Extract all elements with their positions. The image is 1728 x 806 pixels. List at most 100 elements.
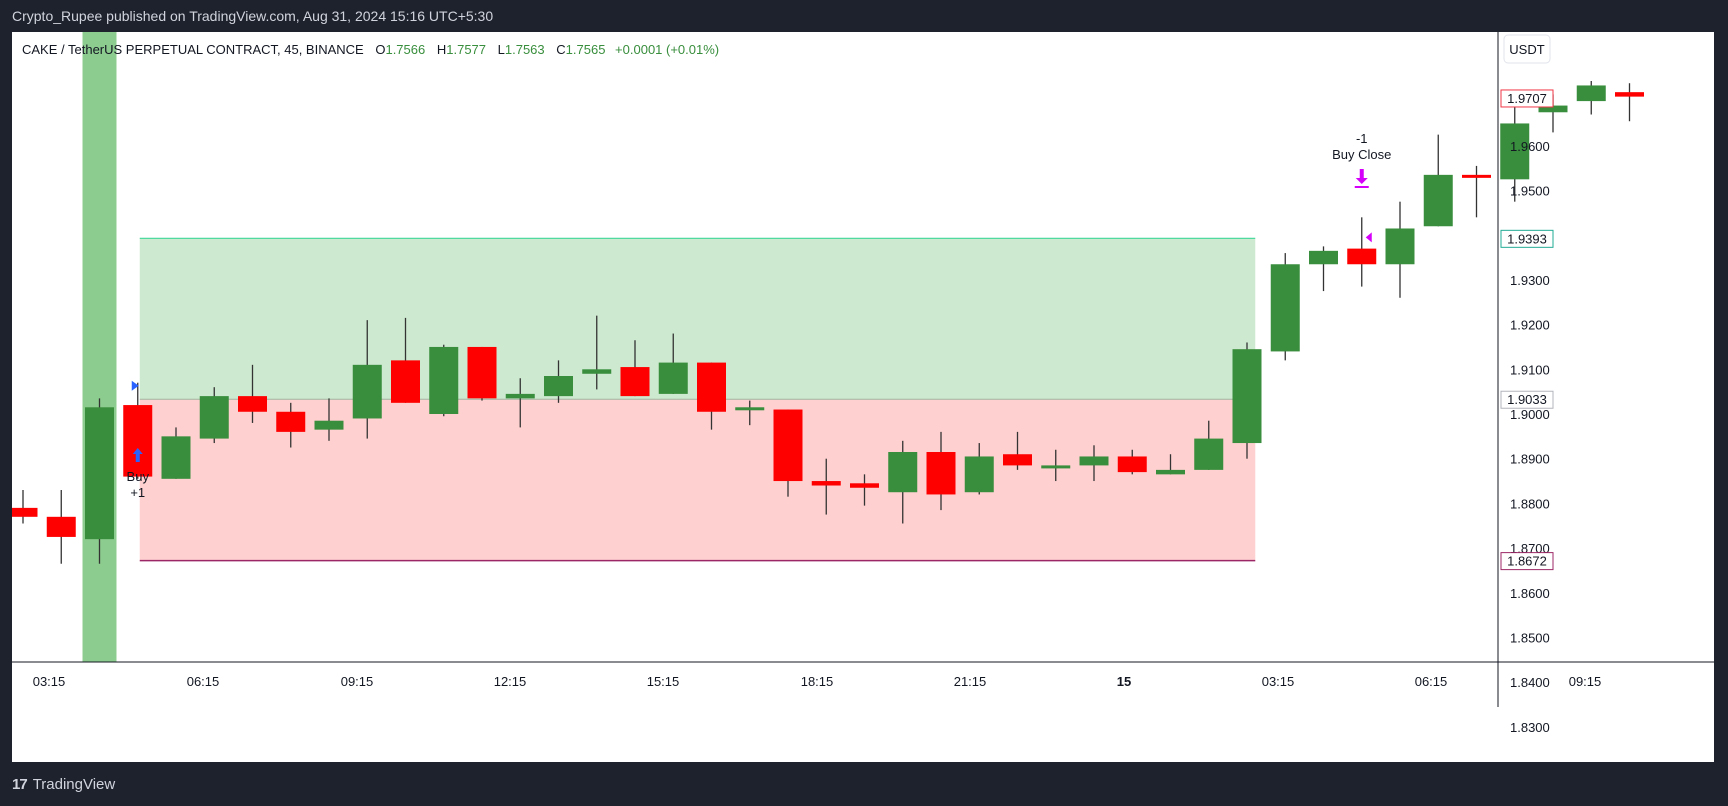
candle [1462, 165, 1491, 218]
candle [658, 333, 688, 394]
price-badge-value: 1.9033 [1507, 392, 1547, 407]
candle [85, 398, 114, 564]
time-tick: 15 [1117, 674, 1131, 689]
buy-arrow-icon [132, 448, 143, 462]
candle [773, 409, 803, 497]
price-tick: 1.8300 [1510, 720, 1550, 735]
high-value: 1.7577 [446, 42, 487, 57]
candle [582, 315, 612, 390]
candle [352, 320, 382, 439]
candle [1194, 420, 1224, 470]
entry-marker-icon [131, 380, 139, 391]
candle [1232, 342, 1262, 459]
candle [199, 387, 229, 444]
time-tick: 21:15 [954, 674, 987, 689]
candle [1270, 253, 1300, 361]
price-tick: 1.8800 [1510, 496, 1550, 511]
time-tick: 06:15 [187, 674, 220, 689]
price-badge-value: 1.9393 [1507, 231, 1547, 246]
price-badge-value: 1.8672 [1507, 554, 1547, 569]
close-label: C [556, 42, 566, 57]
time-tick: 03:15 [33, 674, 66, 689]
price-tick: 1.8900 [1510, 452, 1550, 467]
candle [1079, 445, 1109, 482]
price-tick: 1.9500 [1510, 184, 1550, 199]
price-tick: 1.9600 [1510, 139, 1550, 154]
close-value: 1.7565 [565, 42, 606, 57]
candle [46, 489, 76, 564]
candle [12, 489, 38, 524]
brand-name: TradingView [32, 776, 116, 793]
candle [850, 474, 879, 506]
loss-zone[interactable] [139, 399, 1256, 561]
candle [1423, 134, 1453, 227]
price-badge [1500, 89, 1554, 108]
exit-marker-icon [1365, 232, 1372, 243]
candle [964, 443, 994, 495]
price-tick: 1.8600 [1510, 586, 1550, 601]
change-value: +0.0001 (+0.01%) [615, 42, 720, 57]
candle [888, 440, 918, 524]
candle [620, 340, 650, 397]
time-tick: 09:15 [1569, 674, 1602, 689]
chart-frame[interactable]: CAKE / TetherUS PERPETUAL CONTRACT, 45, … [12, 32, 1714, 762]
low-label: L [497, 42, 505, 57]
close-qty: -1 [1356, 131, 1368, 146]
candle [1156, 454, 1185, 475]
time-tick: 06:15 [1415, 674, 1448, 689]
candle [1615, 83, 1644, 122]
time-tick: 03:15 [1262, 674, 1295, 689]
currency-button[interactable] [1503, 34, 1551, 64]
close-label: Buy Close [1332, 147, 1391, 162]
close-arrow-base [1354, 186, 1369, 188]
price-tick: 1.9000 [1510, 407, 1550, 422]
candle [697, 362, 726, 430]
buy-label: Buy [127, 469, 150, 484]
time-tick: 18:15 [801, 674, 834, 689]
candle [1385, 201, 1415, 298]
high-label: H [436, 42, 447, 57]
time-tick: 09:15 [341, 674, 374, 689]
publisher-line: Crypto_Rupee published on TradingView.co… [12, 8, 494, 24]
low-value: 1.7563 [504, 42, 545, 57]
symbol-legend: CAKE / TetherUS PERPETUAL CONTRACT, 45, … [22, 42, 719, 57]
buy-qty: +1 [130, 485, 145, 500]
currency-label: USDT [1509, 42, 1544, 57]
time-tick: 15:15 [647, 674, 680, 689]
price-badge-value: 1.9707 [1507, 91, 1547, 106]
candle [467, 346, 497, 401]
price-badge [1500, 229, 1554, 248]
footer-brand: 17 TradingView [12, 776, 115, 793]
candle [505, 378, 535, 428]
price-tick: 1.9300 [1510, 273, 1550, 288]
candle [429, 344, 459, 417]
candle [391, 317, 420, 403]
candle [544, 360, 573, 403]
tradingview-logo-icon: 17 [12, 776, 28, 793]
candle [1347, 217, 1377, 287]
candle [926, 431, 956, 511]
candle [1500, 94, 1530, 202]
candle [314, 398, 344, 441]
open-value: 1.7566 [385, 42, 426, 57]
candle [811, 458, 841, 515]
candle [1003, 431, 1032, 470]
open-label: O [375, 42, 386, 57]
candle [238, 364, 267, 423]
candle [735, 400, 765, 426]
time-tick: 12:15 [494, 674, 527, 689]
price-tick: 1.9100 [1510, 362, 1550, 377]
candle [276, 402, 306, 448]
close-arrow-icon [1355, 169, 1368, 184]
price-badge [1500, 552, 1554, 571]
highlight-bar [82, 32, 117, 662]
price-badge [1500, 390, 1554, 409]
candle [1117, 449, 1147, 475]
candle [1041, 449, 1071, 482]
candle [161, 427, 191, 479]
price-tick: 1.8500 [1510, 631, 1550, 646]
price-tick: 1.8400 [1510, 675, 1550, 690]
candle [1309, 246, 1338, 292]
symbol-title: CAKE / TetherUS PERPETUAL CONTRACT, 45, … [22, 42, 364, 57]
